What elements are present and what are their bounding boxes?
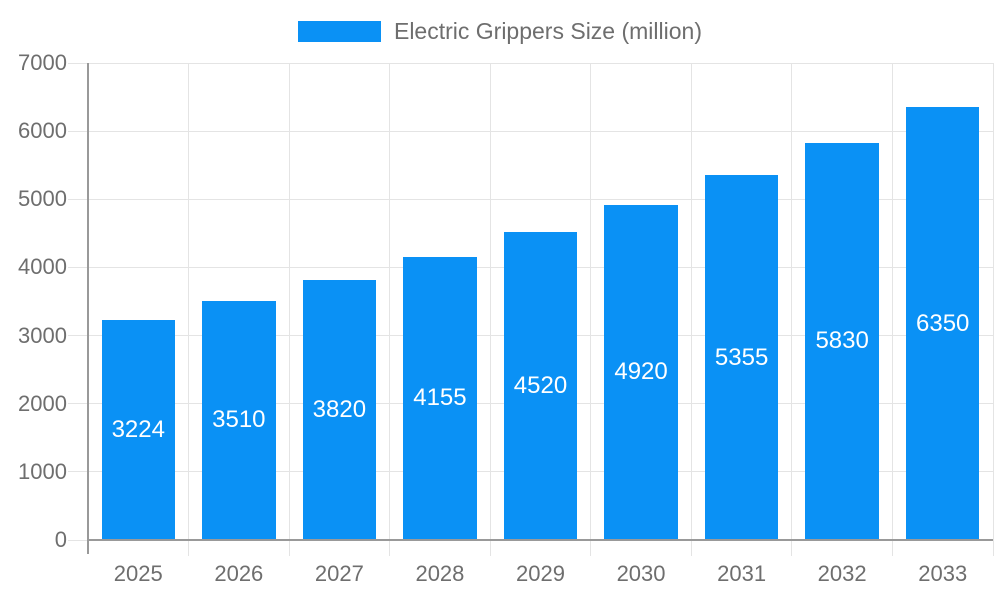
x-axis-tick-label: 2033 [918, 561, 968, 586]
bar: 4155 [403, 256, 477, 540]
x-axis-tick-label: 2027 [314, 561, 364, 586]
y-axis-tick-label: 0 [54, 527, 67, 552]
legend: Electric Grippers Size (million) [0, 18, 1000, 44]
plot-area: 0 1000 2000 3000 4000 5000 6000 7000 3224 2025 351… [18, 52, 994, 585]
gridline-vertical [891, 63, 893, 556]
bar-value-label: 3510 [212, 406, 266, 434]
y-axis-tick-label: 6000 [18, 118, 67, 144]
bar: 5830 [805, 142, 879, 540]
x-axis-tick-label: 2031 [717, 561, 767, 586]
bar-value-label: 5355 [714, 343, 769, 371]
y-axis-line [87, 63, 89, 554]
bar-value-label: 5830 [815, 327, 869, 355]
bar: 5355 [704, 175, 779, 540]
gridline-vertical [288, 63, 290, 556]
x-axis-line [87, 539, 993, 541]
y-axis-tick-label: 2000 [18, 390, 67, 416]
bar-value-label: 4920 [614, 358, 668, 386]
gridline-vertical [992, 63, 994, 556]
gridline-vertical [590, 63, 592, 556]
legend-label: Electric Grippers Size (million) [393, 18, 702, 44]
gridline-vertical [188, 63, 190, 556]
legend-item[interactable]: Electric Grippers Size (million) [297, 18, 702, 44]
legend-swatch-icon [297, 21, 381, 43]
bar-value-label: 3820 [312, 395, 367, 423]
bar-value-label: 6350 [916, 309, 970, 337]
x-axis-tick-label: 2025 [113, 561, 163, 586]
gridline-horizontal [68, 198, 993, 200]
gridline-horizontal [68, 130, 993, 132]
y-axis-tick-label: 1000 [18, 458, 67, 484]
bar: 3820 [302, 279, 377, 540]
bar: 3510 [202, 300, 276, 540]
bar: 3224 [101, 320, 175, 540]
gridline-horizontal [68, 62, 993, 64]
bar-value-label: 4155 [413, 384, 467, 412]
y-axis-tick-label: 3000 [18, 322, 67, 348]
gridline-vertical [389, 63, 391, 556]
gridline-vertical [791, 63, 793, 556]
x-axis-tick-label: 2026 [214, 561, 264, 586]
bar: 6350 [906, 107, 980, 540]
gridline-vertical [489, 63, 491, 556]
x-axis-tick-label: 2032 [817, 561, 867, 586]
gridline-vertical [690, 63, 692, 556]
y-axis-tick-label: 7000 [18, 50, 67, 75]
bar: 4520 [503, 232, 578, 540]
bar: 4920 [604, 204, 678, 540]
y-axis-tick-label: 4000 [18, 254, 67, 280]
x-axis-tick-label: 2028 [415, 561, 465, 586]
x-axis-tick-label: 2029 [516, 561, 565, 586]
y-axis-tick-label: 5000 [18, 186, 67, 212]
bar-value-label: 4520 [513, 372, 568, 399]
x-axis-tick-label: 2030 [616, 561, 666, 586]
bar-value-label: 3224 [111, 416, 165, 444]
